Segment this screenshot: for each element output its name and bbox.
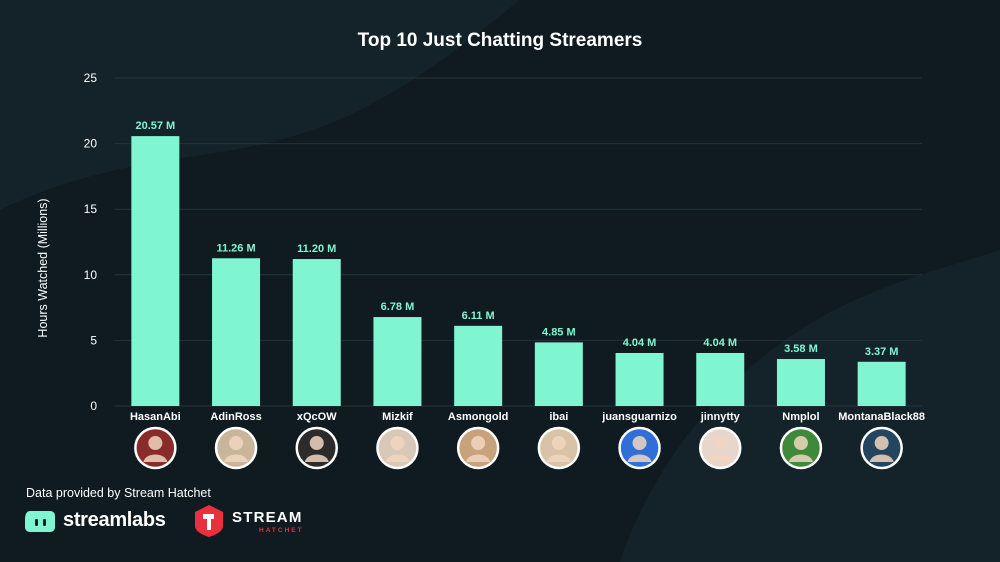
x-tick-label: HasanAbi (130, 411, 181, 423)
avatar-xqcow-icon (295, 426, 338, 470)
y-tick-label: 10 (84, 268, 98, 282)
bar-adinross (212, 258, 261, 406)
value-label: 4.04 M (703, 337, 737, 349)
bars (131, 136, 906, 407)
streamlabs-icon (25, 511, 55, 532)
bar-montanablack88 (857, 361, 906, 406)
value-label: 4.04 M (623, 337, 657, 349)
value-label: 3.58 M (784, 343, 818, 355)
x-tick-label: MontanaBlack88 (838, 411, 925, 423)
avatar-hasanabi-icon (134, 426, 177, 470)
avatar-juansguarnizo-icon (618, 426, 661, 470)
value-label: 11.26 M (216, 242, 255, 254)
x-tick-label: jinnytty (700, 411, 741, 423)
value-label: 20.57 M (135, 120, 175, 132)
avatars (134, 426, 903, 470)
x-tick-label: Mizkif (382, 411, 413, 423)
value-labels: 20.57 M 11.26 M 11.20 M 6.78 M 6.11 M 4.85 M 4… (135, 120, 898, 358)
stream-hatchet-logo: STREAM HATCHET (192, 504, 322, 538)
x-tick-label: xQcOW (297, 411, 337, 423)
streamlabs-logo-text: streamlabs (63, 509, 166, 531)
x-tick-label: Asmongold (448, 411, 509, 423)
bar-mizkif (373, 317, 422, 406)
bar-juansguarnizo (615, 352, 664, 406)
x-tick-label: juansguarnizo (601, 411, 677, 423)
avatar-montanablack88-icon (860, 426, 903, 470)
streamlabs-logo: streamlabs (24, 506, 184, 536)
x-tick-label: AdinRoss (210, 411, 261, 423)
bar-jinnytty (696, 352, 745, 406)
avatar-asmongold-icon (456, 426, 500, 470)
value-label: 3.37 M (865, 346, 899, 358)
value-label: 11.20 M (297, 243, 336, 255)
y-tick-label: 25 (84, 71, 98, 85)
stream-hatchet-logo-subtext: HATCHET (259, 527, 304, 534)
y-tick-labels: 0 5 10 15 20 25 (84, 71, 98, 413)
bar-asmongold (454, 325, 503, 406)
avatar-adinross-icon (214, 426, 258, 470)
avatar-mizkif-icon (376, 426, 419, 470)
x-tick-label: Nmplol (782, 411, 819, 423)
x-tick-label: ibai (549, 411, 568, 423)
chart-title: Top 10 Just Chatting Streamers (357, 30, 643, 51)
y-tick-label: 15 (84, 202, 98, 216)
stream-hatchet-logo-text: STREAM (232, 509, 303, 526)
hatchet-icon (195, 505, 223, 537)
data-credit: Data provided by Stream Hatchet (26, 486, 211, 500)
avatar-ibai-icon (537, 426, 581, 470)
avatar-jinnytty-icon (699, 426, 742, 470)
y-tick-label: 5 (90, 333, 97, 347)
bar-hasanabi (131, 136, 180, 407)
bar-xqcow (292, 259, 341, 406)
y-tick-label: 20 (84, 137, 98, 151)
bar-ibai (534, 342, 583, 406)
x-tick-labels: HasanAbi AdinRoss xQcOW Mizkif Asmongold ibai… (130, 411, 925, 423)
y-tick-label: 0 (90, 399, 97, 413)
value-label: 4.85 M (542, 326, 576, 338)
value-label: 6.78 M (381, 301, 415, 313)
value-label: 6.11 M (462, 310, 495, 322)
avatar-nmplol-icon (779, 426, 823, 470)
bar-nmplol (776, 359, 825, 406)
